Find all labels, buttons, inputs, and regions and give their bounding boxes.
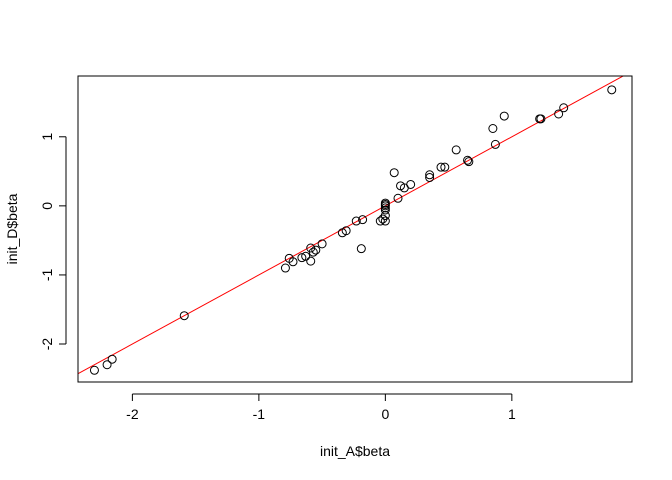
x-tick-label: 1 (508, 406, 516, 422)
y-tick-label: 0 (39, 202, 55, 210)
y-axis-title: init_D$beta (4, 193, 20, 264)
data-point (356, 244, 366, 254)
data-point (554, 109, 564, 119)
data-point (490, 139, 500, 149)
data-point (607, 85, 617, 95)
y-tick-label: 1 (39, 133, 55, 141)
data-point (102, 360, 112, 370)
data-point (425, 170, 435, 180)
data-point (380, 203, 390, 213)
y-tick-label: -2 (39, 338, 55, 351)
plot-frame (77, 75, 633, 383)
data-point (308, 247, 318, 257)
data-point (288, 257, 298, 267)
data-point (389, 168, 399, 178)
x-tick-label: -1 (253, 406, 266, 422)
y-tick-label: -1 (39, 268, 55, 281)
data-point (89, 365, 99, 375)
data-point (358, 215, 368, 225)
x-axis-title: init_A$beta (320, 443, 390, 459)
data-point (488, 123, 498, 133)
data-point (440, 162, 450, 172)
data-point (380, 216, 390, 226)
data-point (317, 239, 327, 249)
data-point (380, 205, 390, 215)
data-point (393, 193, 403, 203)
data-point (179, 311, 189, 321)
data-point (375, 216, 385, 226)
data-point (406, 179, 416, 189)
data-point (464, 157, 474, 167)
data-point (463, 155, 473, 165)
data-point (436, 162, 446, 172)
data-point (311, 245, 321, 255)
x-tick-label: -2 (126, 406, 139, 422)
x-tick-label: 0 (381, 406, 389, 422)
data-point (341, 226, 351, 236)
fit-line (78, 76, 625, 375)
x-axis: -2 -1 0 1 (126, 393, 516, 422)
y-axis: -2 -1 0 1 (39, 133, 67, 351)
data-point (536, 114, 546, 124)
data-point (380, 198, 390, 208)
data-point (451, 145, 461, 155)
data-point (425, 173, 435, 183)
data-point (499, 111, 509, 121)
data-point (297, 253, 307, 263)
data-point (351, 216, 361, 226)
data-point (107, 354, 117, 364)
data-point (301, 251, 311, 261)
data-point (559, 103, 569, 113)
data-point (280, 263, 290, 273)
data-point (306, 256, 316, 266)
